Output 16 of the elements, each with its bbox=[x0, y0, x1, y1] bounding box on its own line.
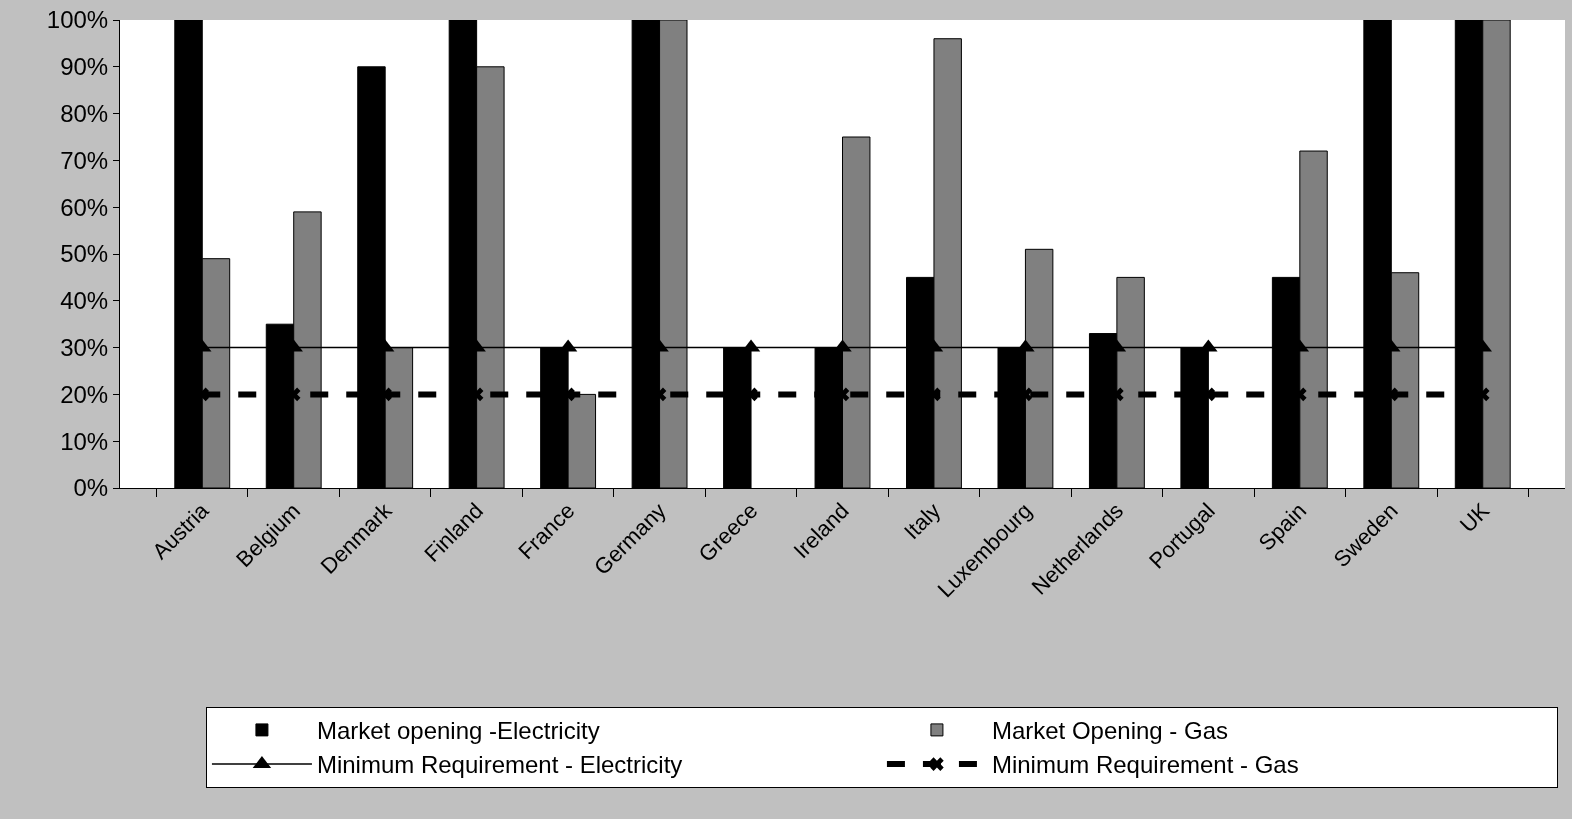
legend-label: Market opening -Electricity bbox=[316, 717, 600, 745]
y-tick-label: 20% bbox=[60, 380, 109, 408]
legend-label: Minimum Requirement - Electricity bbox=[316, 751, 683, 779]
y-tick-label: 90% bbox=[60, 53, 109, 81]
y-tick-label: 30% bbox=[60, 334, 109, 361]
y-tick-label: 50% bbox=[60, 240, 109, 268]
y-tick-label: 10% bbox=[60, 427, 109, 455]
y-tick-label: 70% bbox=[60, 146, 109, 174]
y-tick-label: 80% bbox=[60, 100, 109, 127]
y-tick-label: 0% bbox=[73, 474, 109, 502]
legend-label: Minimum Requirement - Gas bbox=[991, 751, 1299, 779]
y-tick-label: 60% bbox=[60, 193, 109, 221]
y-tick-label: 100% bbox=[46, 6, 109, 34]
y-tick-label: 40% bbox=[60, 287, 109, 315]
x-tick-label: UK bbox=[1454, 497, 1495, 538]
legend-label: Market Opening - Gas bbox=[991, 717, 1229, 745]
